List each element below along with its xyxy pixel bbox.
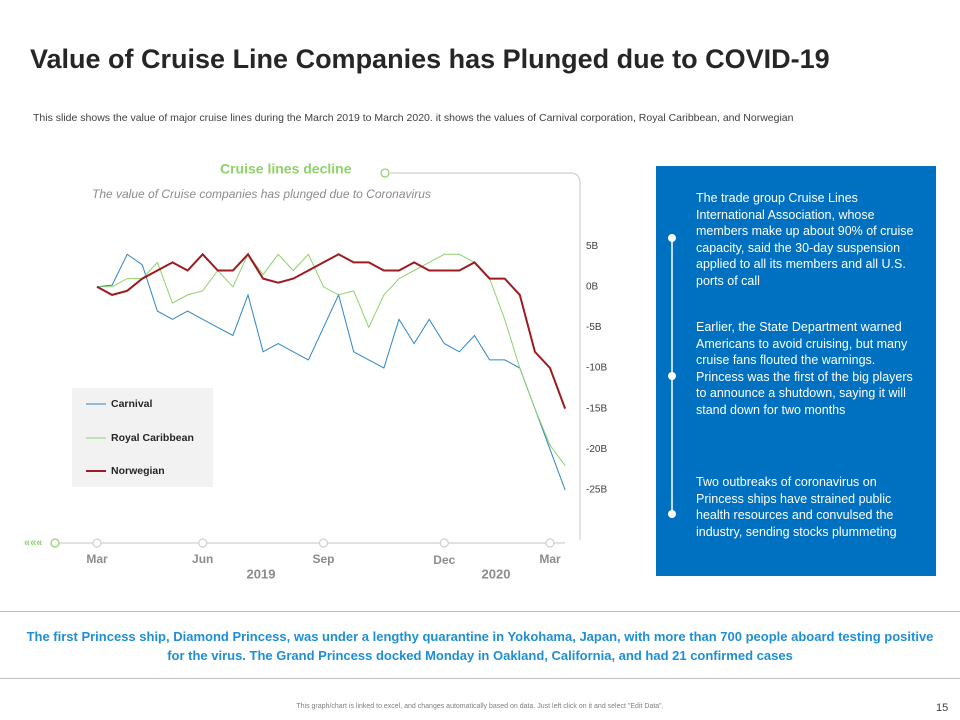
x-tick-label: Dec: [433, 553, 455, 567]
chart-subtitle: The value of Cruise companies has plunge…: [92, 187, 431, 201]
y-tick-label: -20B: [586, 444, 607, 455]
note: Two outbreaks of coronavirus on Princess…: [696, 475, 897, 539]
note: The trade group Cruise Lines Internation…: [696, 191, 914, 288]
separator: [0, 678, 960, 679]
x-tick: [318, 538, 329, 548]
y-tick-label: 0B: [586, 281, 599, 292]
frame-dot: [380, 168, 390, 178]
y-tick-label: -5B: [586, 322, 602, 333]
x-tick-label: Mar: [86, 552, 108, 566]
y-tick-label: -15B: [586, 403, 607, 414]
legend-label: Carnival: [111, 398, 153, 410]
x-tick: [545, 538, 555, 548]
slide-subtitle: This slide shows the value of major crui…: [33, 112, 794, 124]
axis-dot: [50, 538, 60, 548]
line-series: [96, 253, 566, 491]
x-tick-label: Mar: [539, 552, 561, 566]
legend-label: Royal Caribbean: [111, 432, 194, 444]
year-label: 2020: [482, 566, 511, 581]
year-label: 2019: [247, 566, 276, 581]
y-tick-label: 5B: [586, 241, 599, 252]
slide-title: Value of Cruise Line Companies has Plung…: [30, 44, 830, 74]
timeline-dot: [668, 510, 676, 518]
callout: The first Princess ship, Diamond Princes…: [26, 629, 934, 663]
y-tick-label: -10B: [586, 363, 607, 374]
timeline: [668, 234, 676, 518]
footer: This graph/chart is linked to excel, and…: [296, 703, 664, 710]
y-tick-label: -25B: [586, 485, 607, 496]
x-tick-label: Sep: [312, 552, 334, 566]
separator: [0, 611, 960, 612]
note: Earlier, the State Department warned Ame…: [696, 320, 913, 417]
info-panel: The trade group Cruise Lines Internation…: [656, 166, 936, 576]
timeline-dot: [668, 372, 676, 380]
x-tick-label: Jun: [192, 552, 213, 566]
page-number: 15: [936, 702, 949, 714]
chart: ««« Cruise lines decline The value of Cr…: [24, 161, 607, 582]
chart-title: Cruise lines decline: [220, 161, 352, 177]
x-tick: [439, 538, 449, 548]
line-series: [96, 252, 567, 409]
arrow-icon: «««: [24, 537, 42, 549]
timeline-dot: [668, 234, 676, 242]
x-tick: [198, 538, 208, 548]
x-tick: [92, 538, 102, 548]
legend-label: Norwegian: [111, 465, 165, 477]
frame: [390, 172, 581, 540]
